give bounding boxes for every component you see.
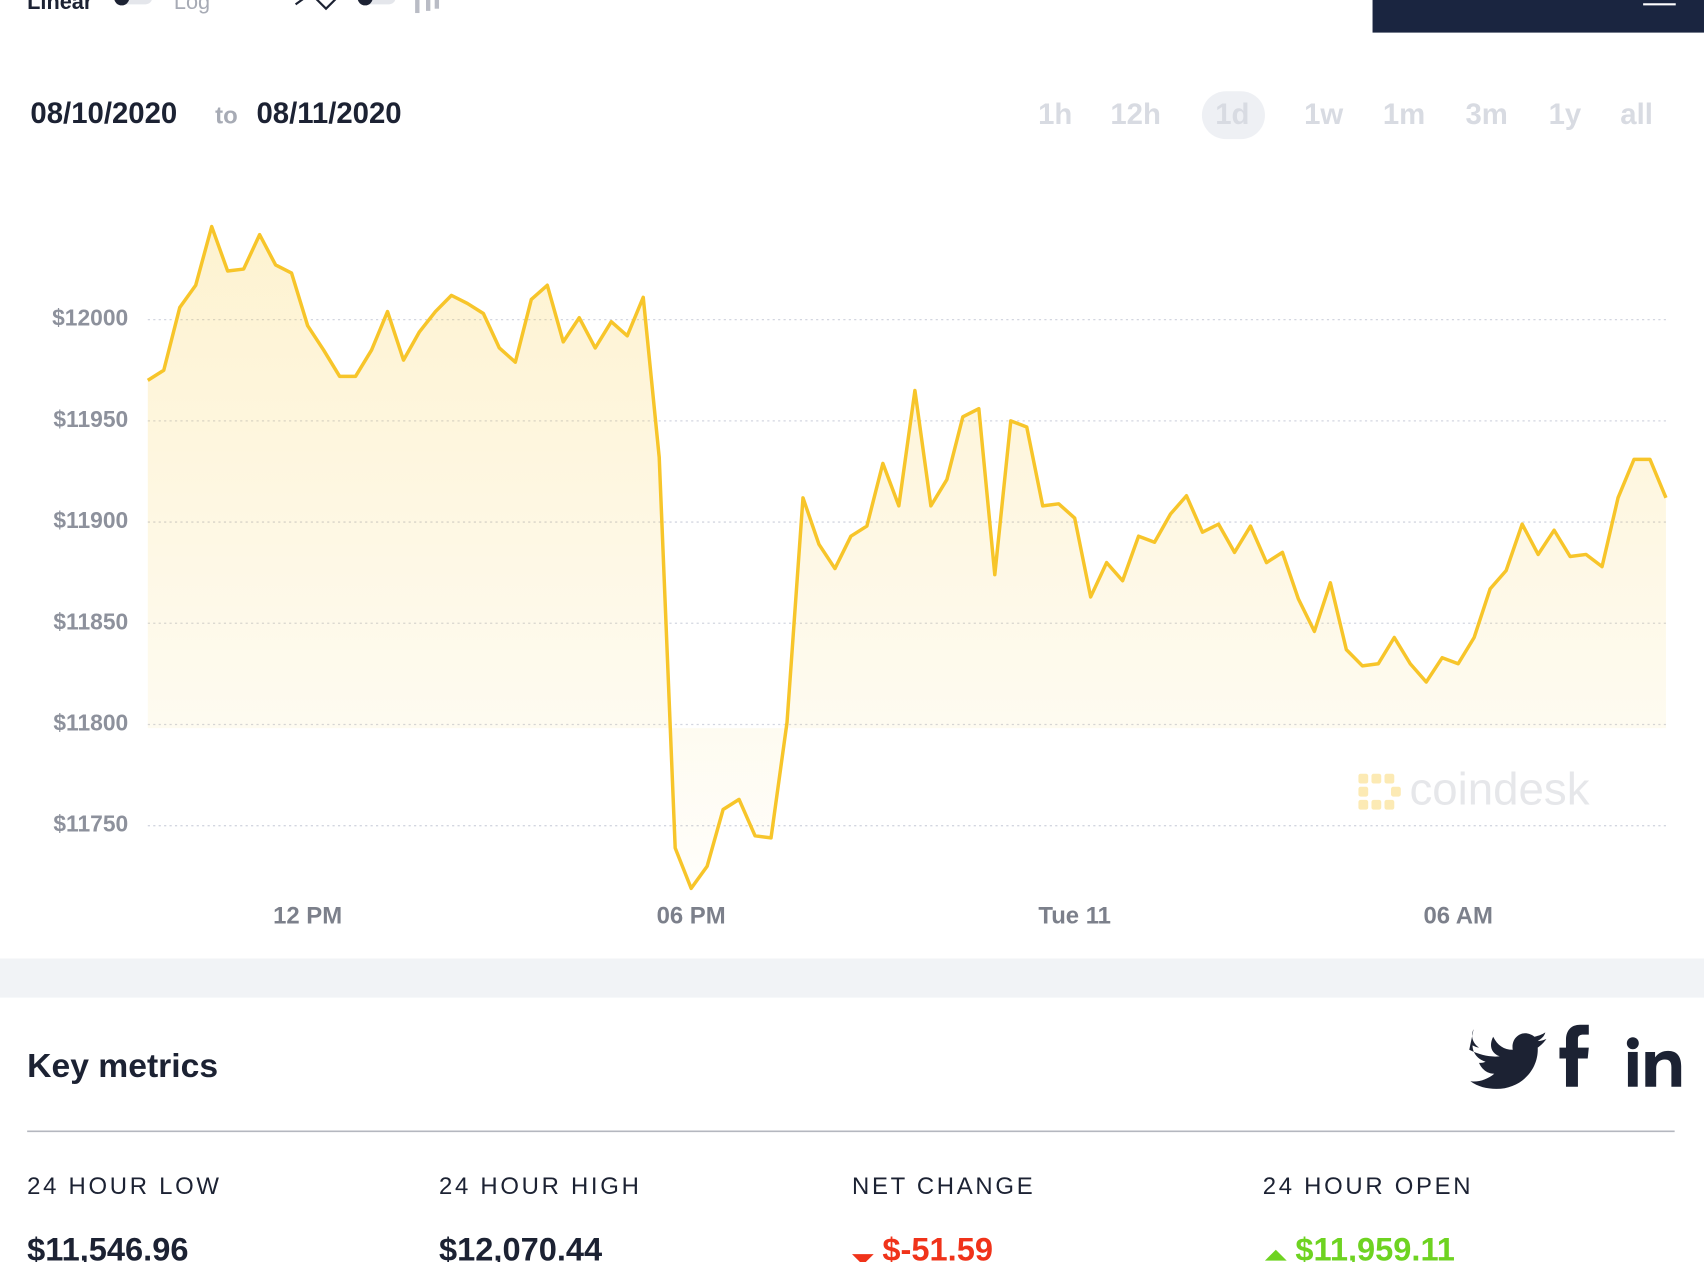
range-active-bg bbox=[1201, 91, 1265, 140]
x-tick-label: Tue 11 bbox=[1038, 903, 1111, 930]
candle-icon[interactable] bbox=[425, 0, 431, 11]
range-button[interactable]: 1d bbox=[1215, 98, 1249, 131]
chart-type-icon[interactable] bbox=[294, 0, 339, 11]
down-arrow bbox=[851, 1254, 874, 1262]
range-button[interactable]: 12h bbox=[1110, 98, 1161, 131]
x-tick-label: 06 PM bbox=[657, 903, 726, 930]
y-tick-label: $11750 bbox=[53, 811, 128, 837]
line bbox=[146, 224, 1668, 891]
watermark-logo bbox=[1384, 799, 1395, 810]
watermark-logo bbox=[1391, 786, 1401, 797]
metric-label: 24 HOUR LOW bbox=[27, 1173, 222, 1200]
toggle-label[interactable]: Linear bbox=[27, 0, 93, 14]
section-band bbox=[0, 958, 1704, 998]
range-button[interactable]: 1h bbox=[1038, 98, 1072, 131]
range-button[interactable]: 3m bbox=[1465, 98, 1507, 131]
date-separator: to bbox=[215, 103, 238, 130]
facebook-icon[interactable] bbox=[1559, 1024, 1589, 1087]
up-arrow bbox=[1264, 1249, 1287, 1261]
watermark-logo bbox=[1371, 799, 1382, 810]
area bbox=[147, 226, 1666, 889]
x-tick-label: 12 PM bbox=[273, 903, 342, 930]
chart: $11750 $11800 $11850 $11900 $11950 $12000 12 P… bbox=[52, 224, 1668, 930]
range-button[interactable]: 1m bbox=[1383, 98, 1425, 131]
range-button[interactable]: 1w bbox=[1304, 98, 1343, 131]
y-tick-label: $11800 bbox=[53, 710, 128, 736]
linkedin-icon[interactable] bbox=[1626, 1037, 1639, 1050]
metric-value: $11,959.11 bbox=[1295, 1231, 1455, 1262]
watermark-logo bbox=[1384, 773, 1395, 784]
metrics: 24 HOUR LOW $11,546.96 24 HOUR HIGH $12,070… bbox=[27, 1173, 1473, 1262]
metric-label: 24 HOUR HIGH bbox=[439, 1173, 642, 1200]
y-tick-label: $11950 bbox=[53, 406, 128, 432]
watermark-logo bbox=[1358, 799, 1369, 810]
watermark-logo bbox=[1371, 773, 1382, 784]
toggle-label[interactable]: Log bbox=[174, 0, 210, 14]
range-button[interactable]: all bbox=[1620, 98, 1653, 131]
range-button[interactable]: 1y bbox=[1549, 98, 1582, 131]
watermark-logo bbox=[1358, 786, 1369, 797]
toggle-knob[interactable] bbox=[357, 0, 373, 6]
watermark: coindesk bbox=[1358, 763, 1590, 814]
date-from[interactable]: 08/10/2020 bbox=[30, 97, 177, 130]
date-to[interactable]: 08/11/2020 bbox=[256, 97, 401, 130]
y-tick-label: $11900 bbox=[53, 507, 128, 533]
twitter-icon[interactable] bbox=[1469, 1029, 1547, 1089]
linkedin-icon[interactable] bbox=[1645, 1050, 1682, 1087]
metric-value: $11,546.96 bbox=[27, 1231, 188, 1262]
toggle-knob[interactable] bbox=[114, 0, 130, 6]
section-title: Key metrics bbox=[27, 1048, 218, 1085]
linkedin-icon[interactable] bbox=[1627, 1051, 1638, 1087]
metric-value: $-51.59 bbox=[882, 1231, 993, 1262]
metric-label: NET CHANGE bbox=[852, 1173, 1035, 1200]
candle-icon[interactable] bbox=[415, 0, 420, 14]
watermark-logo bbox=[1358, 773, 1369, 784]
y-tick-label: $12000 bbox=[52, 305, 128, 331]
watermark-text: coindesk bbox=[1409, 763, 1589, 814]
candle-icon[interactable] bbox=[434, 0, 440, 9]
x-tick-label: 06 AM bbox=[1423, 903, 1492, 930]
metric-label: 24 HOUR OPEN bbox=[1263, 1173, 1473, 1200]
metric-value: $12,070.44 bbox=[439, 1231, 602, 1262]
range-buttons: 1h 12h 1d 1w 1m 3m 1y all bbox=[1038, 98, 1653, 131]
y-tick-label: $11850 bbox=[53, 608, 128, 634]
